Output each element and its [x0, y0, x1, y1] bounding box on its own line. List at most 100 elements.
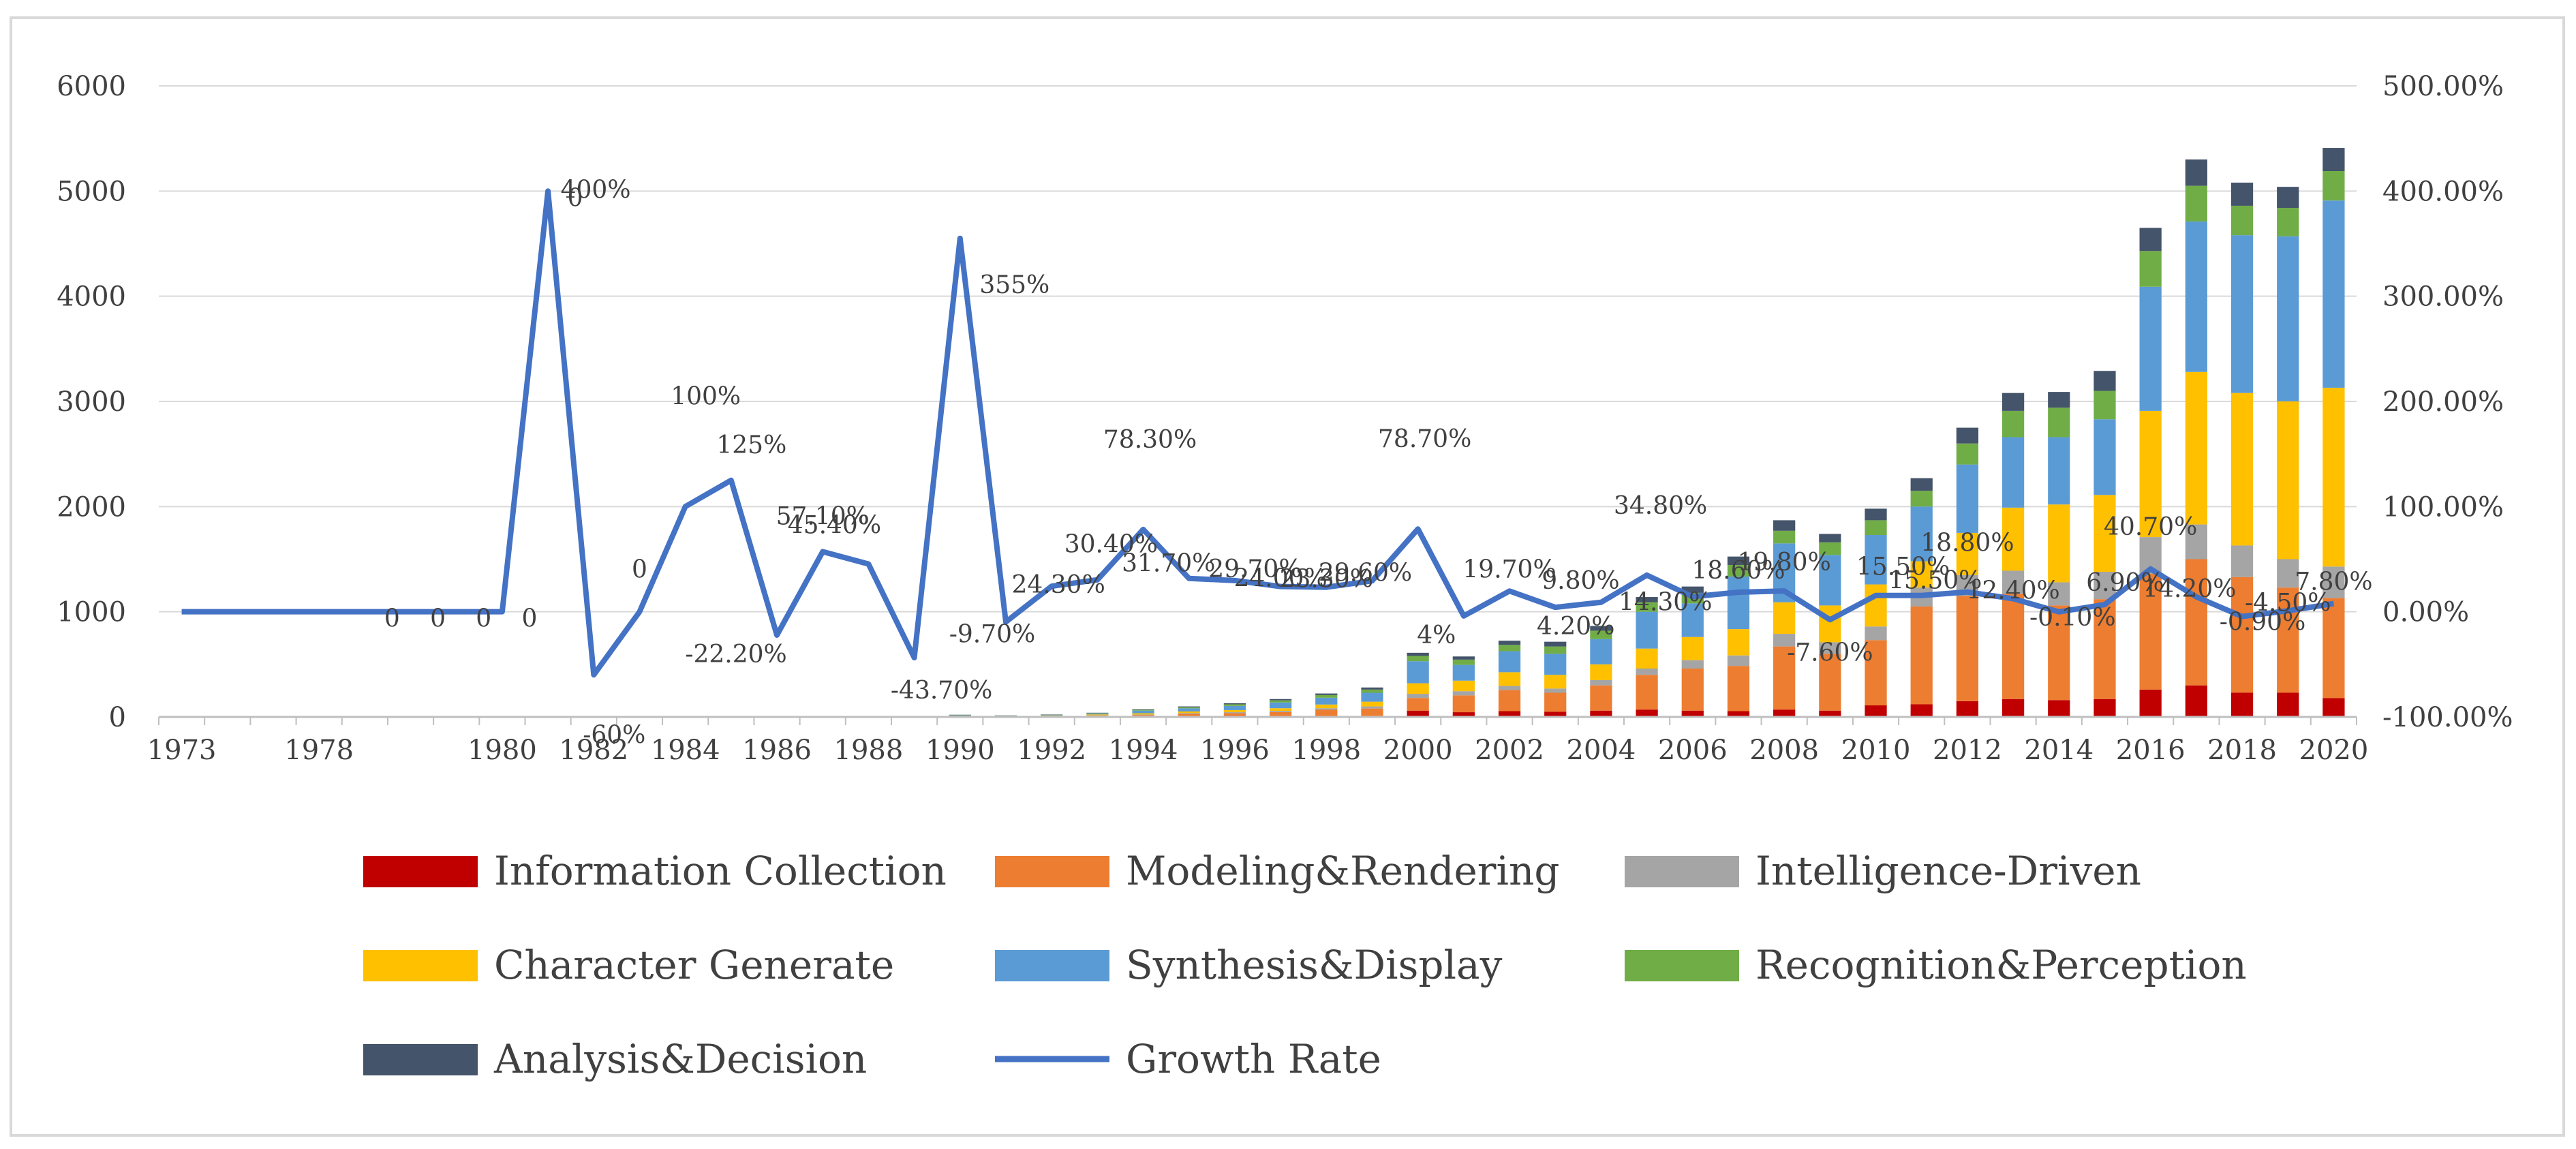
- data-label: 4.20%: [1537, 613, 1614, 641]
- bar-segment: [1315, 693, 1338, 695]
- bar-segment: [2048, 582, 2070, 606]
- bar-segment: [2139, 574, 2162, 690]
- x-tick-label: 1980: [467, 735, 537, 766]
- bar-segment: [1590, 626, 1612, 631]
- bar-segment: [1498, 651, 1521, 673]
- y-tick-label: 4000: [57, 281, 126, 313]
- bar-segment: [2002, 570, 2025, 594]
- bar-segment: [1498, 686, 1521, 690]
- x-tick-label: 1996: [1200, 735, 1270, 766]
- data-label: 57.10%: [776, 503, 870, 531]
- bar-segment: [1636, 669, 1658, 675]
- bar-segment: [1544, 654, 1567, 675]
- bar-segment: [2139, 689, 2162, 717]
- data-label: 400%: [561, 176, 631, 204]
- bar-segment: [2277, 559, 2299, 588]
- bar-segment: [2094, 495, 2116, 572]
- bar-segment: [1223, 704, 1246, 706]
- bar-segment: [1361, 687, 1383, 690]
- bar-segment: [2322, 698, 2345, 717]
- x-tick-label: 2008: [1749, 735, 1819, 766]
- bar-segment: [2277, 692, 2299, 717]
- bar-segment: [2230, 692, 2254, 717]
- y2-tick-label: 300.00%: [2382, 281, 2504, 313]
- chart-frame: 0 1000 2000 3000 4000 5000 6000 -100.00% 0.00% 1…: [10, 16, 2565, 1137]
- bar-segment: [1361, 689, 1383, 693]
- bar-segment: [949, 714, 971, 716]
- bar-segment: [1086, 714, 1109, 716]
- bar-segment: [1773, 634, 1796, 647]
- bar-segment: [2230, 393, 2254, 546]
- bar-segment: [1315, 694, 1338, 698]
- growth-chart: 0 1000 2000 3000 4000 5000 6000 -100.00% 0.00% 1…: [57, 71, 2513, 1082]
- bar-segment: [1086, 713, 1109, 714]
- x-axis: 1973 1978 1980 1982 1984 1986 1988 1990 1992 1994…: [147, 717, 2369, 766]
- data-label: -9.70%: [949, 621, 1036, 649]
- bar-segment: [1269, 711, 1292, 712]
- bar-segment: [2230, 182, 2254, 206]
- y-tick-label: 6000: [57, 71, 126, 102]
- data-label: 45.40%: [788, 512, 881, 540]
- bar-segment: [2322, 598, 2345, 699]
- x-tick-label: 1994: [1109, 735, 1178, 766]
- bar-segment: [1223, 709, 1246, 713]
- bar-segment: [2185, 371, 2207, 525]
- growth-rate-line: [181, 188, 2335, 678]
- y2-tick-label: 400.00%: [2382, 176, 2504, 207]
- bar-segment: [1407, 652, 1429, 656]
- y2-tick-label: 100.00%: [2382, 491, 2504, 523]
- x-tick-label: 1992: [1017, 735, 1086, 766]
- bar-segment: [1681, 710, 1704, 717]
- bar-segment: [2185, 221, 2207, 372]
- bar-segment: [1361, 701, 1383, 707]
- bar-segment: [2277, 187, 2299, 209]
- legend-swatch: [363, 856, 478, 887]
- data-label: -43.70%: [891, 677, 992, 705]
- bar-segment: [1590, 710, 1612, 717]
- y2-tick-label: 200.00%: [2382, 386, 2504, 418]
- bar-segment: [2094, 419, 2116, 495]
- data-label: 40.70%: [2104, 513, 2197, 541]
- x-tick-label: 2020: [2299, 735, 2369, 766]
- x-tick-label: 1998: [1291, 735, 1361, 766]
- bar-segment: [1773, 520, 1796, 531]
- bar-segment: [1361, 706, 1383, 709]
- bar-segment: [1590, 685, 1612, 711]
- data-label: 15.50%: [1888, 567, 1982, 595]
- legend-swatch: [995, 950, 1109, 981]
- right-y-axis: -100.00% 0.00% 100.00% 200.00% 300.00% 400.00…: [2382, 71, 2513, 733]
- bar-segment: [1315, 697, 1338, 705]
- legend-swatch: [1625, 950, 1739, 981]
- bar-segment: [1819, 534, 1841, 542]
- bar-segment: [2139, 286, 2162, 411]
- x-tick-label: 2002: [1475, 735, 1544, 766]
- bar-segment: [2185, 524, 2207, 560]
- bar-segment: [1636, 602, 1658, 612]
- bar-segment: [1544, 711, 1567, 717]
- left-y-axis: 0 1000 2000 3000 4000 5000 6000: [57, 71, 126, 733]
- bar-segment: [1452, 656, 1475, 660]
- x-tick-label: 2004: [1567, 735, 1636, 766]
- bar-segment: [2048, 605, 2070, 701]
- data-label: 125%: [716, 431, 786, 459]
- bar-segment: [1452, 680, 1475, 692]
- legend-swatch: [363, 1044, 478, 1075]
- bar-segment: [1315, 704, 1338, 709]
- bar-segment: [1132, 709, 1154, 710]
- bar-segment: [1773, 530, 1796, 544]
- bar-segment: [2094, 371, 2116, 391]
- bar-segment: [1452, 691, 1475, 696]
- bar-segment: [2185, 559, 2207, 686]
- bar-segment: [1315, 708, 1338, 710]
- bar-segment: [1910, 606, 1933, 705]
- bar-segment: [1452, 695, 1475, 713]
- legend-label: Recognition&Perception: [1755, 942, 2247, 988]
- data-label: 15.50%: [1856, 553, 1950, 581]
- x-tick-label: 1984: [651, 735, 720, 766]
- legend-label: Growth Rate: [1126, 1036, 1381, 1082]
- bar-segment: [1407, 698, 1429, 711]
- x-tick-label: 2018: [2207, 735, 2277, 766]
- y2-tick-label: 0.00%: [2382, 597, 2469, 628]
- bar-segment: [2002, 437, 2025, 508]
- legend-swatch: [1625, 856, 1739, 887]
